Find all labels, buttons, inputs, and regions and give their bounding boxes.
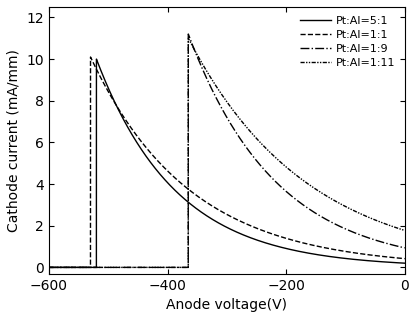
- Pt:Al=5:1: [175, 191, 180, 195]
- Pt:Al=5:1: [272, 244, 277, 248]
- Pt:Al=1:1: [310, 243, 315, 247]
- Pt:Al=5:1: [310, 252, 315, 256]
- Pt:Al=5:1: [64, 265, 69, 269]
- Pt:Al=1:9: [175, 265, 180, 269]
- Line: Pt:Al=5:1: Pt:Al=5:1: [49, 59, 405, 267]
- Pt:Al=1:9: [272, 179, 277, 183]
- Pt:Al=1:9: [310, 210, 315, 213]
- Pt:Al=1:11: [186, 36, 191, 40]
- X-axis label: Anode voltage(V): Anode voltage(V): [166, 298, 287, 312]
- Pt:Al=1:1: [272, 233, 277, 237]
- Y-axis label: Cathode current (mA/mm): Cathode current (mA/mm): [7, 49, 21, 232]
- Pt:Al=5:1: [329, 255, 334, 259]
- Pt:Al=1:1: [47, 265, 52, 269]
- Pt:Al=1:11: [329, 197, 334, 201]
- Pt:Al=1:9: [186, 32, 191, 36]
- Pt:Al=1:11: [272, 155, 277, 159]
- Pt:Al=1:1: [175, 179, 180, 182]
- Pt:Al=1:9: [329, 220, 334, 224]
- Line: Pt:Al=1:11: Pt:Al=1:11: [49, 38, 405, 267]
- Pt:Al=5:1: [94, 57, 99, 61]
- Line: Pt:Al=1:1: Pt:Al=1:1: [49, 57, 405, 267]
- Pt:Al=5:1: [257, 239, 262, 243]
- Pt:Al=1:11: [64, 265, 69, 269]
- Pt:Al=1:1: [257, 227, 262, 231]
- Pt:Al=5:1: [402, 261, 407, 265]
- Pt:Al=1:9: [47, 265, 52, 269]
- Pt:Al=1:1: [402, 257, 407, 261]
- Pt:Al=1:1: [329, 247, 334, 251]
- Pt:Al=1:1: [64, 265, 69, 269]
- Legend: Pt:Al=5:1, Pt:Al=1:1, Pt:Al=1:9, Pt:Al=1:11: Pt:Al=5:1, Pt:Al=1:1, Pt:Al=1:9, Pt:Al=1…: [296, 12, 399, 71]
- Pt:Al=1:11: [257, 140, 262, 144]
- Pt:Al=1:1: [88, 55, 93, 59]
- Pt:Al=1:9: [64, 265, 69, 269]
- Pt:Al=5:1: [47, 265, 52, 269]
- Pt:Al=1:9: [402, 246, 407, 250]
- Pt:Al=1:11: [402, 228, 407, 232]
- Pt:Al=1:11: [310, 185, 315, 189]
- Pt:Al=1:9: [257, 162, 262, 166]
- Pt:Al=1:11: [175, 265, 180, 269]
- Line: Pt:Al=1:9: Pt:Al=1:9: [49, 34, 405, 267]
- Pt:Al=1:11: [47, 265, 52, 269]
